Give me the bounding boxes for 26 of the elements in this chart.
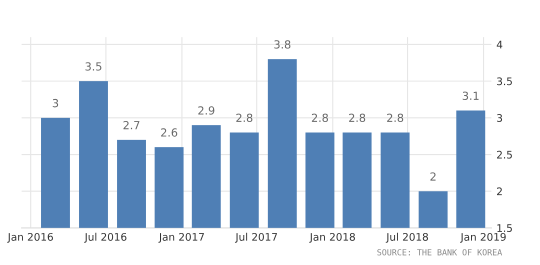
x-tick-label: Jul 2017 (234, 232, 278, 243)
x-tick-label: Jan 2016 (7, 232, 53, 243)
y-tick-label: 3.5 (497, 77, 512, 86)
data-label: 3 (52, 98, 58, 108)
data-label: 3.8 (274, 40, 290, 49)
data-label: 2.8 (387, 114, 404, 122)
y-tick-label: 1.5 (497, 224, 512, 232)
x-tick-label: Jul 2016 (84, 232, 126, 243)
data-label: 2.7 (123, 120, 140, 130)
data-label: 2.8 (312, 114, 328, 122)
data-label: 2.9 (198, 106, 214, 115)
y-tick-label: 4 (496, 40, 502, 48)
data-label: 2.8 (236, 114, 252, 122)
x-tick-label: Jan 2018 (309, 232, 355, 243)
y-tick-label: 3 (497, 114, 502, 122)
x-tick-label: Jan 2019 (460, 232, 506, 243)
data-label: 3.1 (462, 92, 479, 100)
y-tick-label: 2.5 (497, 150, 512, 159)
x-tick-label: Jan 2017 (158, 232, 204, 243)
x-tick-label: Jul 2018 (386, 232, 428, 243)
y-tick-label: 2 (497, 187, 502, 196)
data-label: 2 (430, 172, 436, 181)
data-label: 2.6 (161, 128, 178, 137)
data-label: 2.8 (349, 114, 366, 122)
source-note: SOURCE: THE BANK OF KOREA (377, 249, 502, 256)
data-label: 3.5 (86, 62, 102, 71)
